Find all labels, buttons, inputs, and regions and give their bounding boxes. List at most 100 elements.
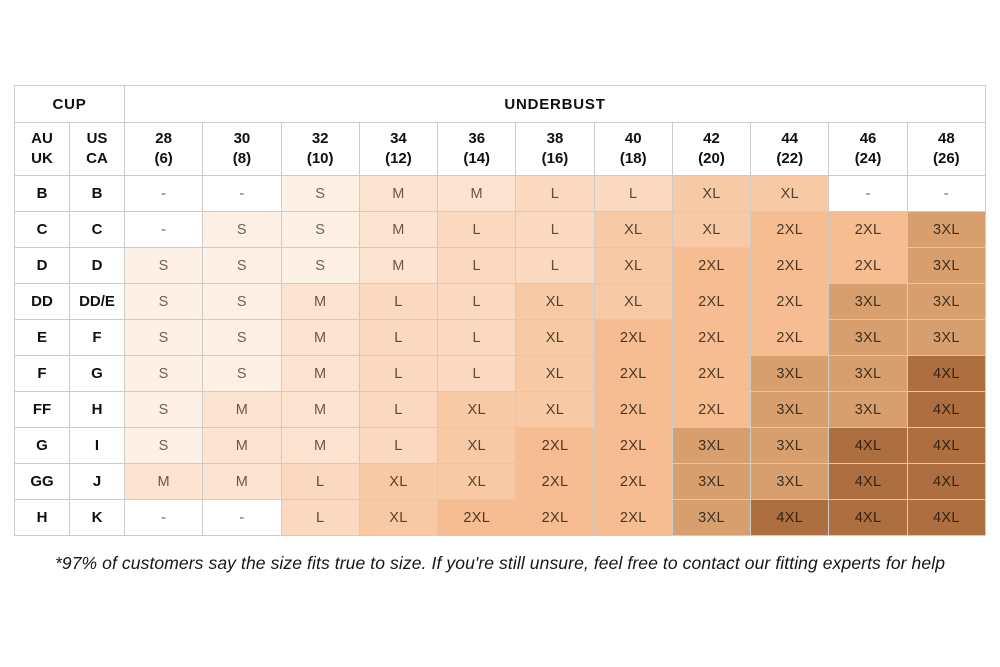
size-cell: S [202, 247, 282, 284]
cup-row-header: C [68, 211, 126, 248]
size-cell: 4XL [828, 463, 908, 500]
size-cell: L [280, 499, 360, 536]
cup-row-header: D [68, 247, 126, 284]
size-row: B B - - S M M L L XL XL - - [14, 175, 987, 212]
cup-row-header: G [14, 427, 70, 464]
size-cell: - [124, 499, 204, 536]
size-cell: XL [593, 211, 673, 248]
size-cell: M [358, 211, 439, 248]
size-row: E F S S M L L XL 2XL 2XL 2XL 3XL 3XL [14, 319, 987, 356]
size-cell: S [124, 427, 204, 464]
cup-row-header: J [68, 463, 126, 500]
size-cell: M [437, 175, 517, 212]
size-cell: 3XL [828, 391, 908, 428]
size-cell: XL [671, 175, 752, 212]
size-cell: - [828, 175, 908, 212]
size-cell: S [202, 355, 282, 392]
size-row: GG J M M L XL XL 2XL 2XL 3XL 3XL 4XL 4XL [14, 463, 987, 500]
underbust-column-header: 44 (22) [750, 122, 830, 176]
size-cell: 3XL [828, 355, 908, 392]
size-cell: S [124, 319, 204, 356]
underbust-column-header: 46 (24) [828, 122, 908, 176]
size-cell: 2XL [671, 319, 752, 356]
size-row: H K - - L XL 2XL 2XL 2XL 3XL 4XL 4XL 4XL [14, 499, 987, 536]
size-cell: L [437, 211, 517, 248]
size-row: F G S S M L L XL 2XL 2XL 3XL 3XL 4XL [14, 355, 987, 392]
size-cell: XL [515, 391, 595, 428]
size-cell: M [280, 319, 360, 356]
size-cell: 2XL [593, 463, 673, 500]
size-cell: L [515, 247, 595, 284]
cup-row-header: DD [14, 283, 70, 320]
size-cell: L [358, 283, 439, 320]
size-cell: 2XL [593, 391, 673, 428]
underbust-column-header: 40 (18) [593, 122, 673, 176]
size-cell: 3XL [750, 463, 830, 500]
underbust-column-header: 30 (8) [202, 122, 282, 176]
size-cell: 2XL [593, 319, 673, 356]
size-row: C C - S S M L L XL XL 2XL 2XL 3XL [14, 211, 987, 248]
underbust-column-header: 28 (6) [124, 122, 204, 176]
cup-row-header: C [14, 211, 70, 248]
cup-row-header: D [14, 247, 70, 284]
size-cell: 2XL [750, 283, 830, 320]
size-cell: L [593, 175, 673, 212]
underbust-column-header: 32 (10) [280, 122, 360, 176]
size-cell: M [358, 247, 439, 284]
size-cell: XL [437, 391, 517, 428]
underbust-column-header: 36 (14) [437, 122, 517, 176]
size-cell: 2XL [671, 355, 752, 392]
cup-system-column-header: US CA [68, 122, 126, 176]
cup-row-header: DD/E [68, 283, 126, 320]
size-cell: 3XL [906, 319, 987, 356]
size-cell: 2XL [750, 247, 830, 284]
size-cell: 4XL [906, 463, 987, 500]
size-cell: 3XL [750, 427, 830, 464]
size-cell: 4XL [906, 391, 987, 428]
cup-row-header: K [68, 499, 126, 536]
size-cell: XL [358, 463, 439, 500]
size-cell: 2XL [750, 211, 830, 248]
size-cell: L [515, 175, 595, 212]
size-cell: 3XL [828, 283, 908, 320]
size-cell: S [280, 175, 360, 212]
size-cell: M [280, 283, 360, 320]
size-cell: 2XL [515, 427, 595, 464]
size-row: FF H S M M L XL XL 2XL 2XL 3XL 3XL 4XL [14, 391, 987, 428]
underbust-column-header: 34 (12) [358, 122, 439, 176]
size-cell: 2XL [515, 463, 595, 500]
size-cell: 3XL [671, 463, 752, 500]
size-cell: - [124, 175, 204, 212]
size-row: D D S S S M L L XL 2XL 2XL 2XL 3XL [14, 247, 987, 284]
size-cell: - [202, 499, 282, 536]
size-cell: 3XL [750, 355, 830, 392]
size-cell: S [202, 211, 282, 248]
fit-footnote: *97% of customers say the size fits true… [54, 553, 946, 573]
cup-row-header: G [68, 355, 126, 392]
size-cell: L [358, 391, 439, 428]
size-cell: L [437, 319, 517, 356]
underbust-group-header: UNDERBUST [124, 85, 986, 123]
size-cell: 3XL [906, 247, 987, 284]
size-cell: L [358, 355, 439, 392]
size-cell: 2XL [593, 355, 673, 392]
size-cell: XL [515, 283, 595, 320]
size-cell: L [515, 211, 595, 248]
size-cell: XL [358, 499, 439, 536]
size-cell: 4XL [906, 355, 987, 392]
size-cell: M [202, 427, 282, 464]
size-cell: 4XL [828, 427, 908, 464]
size-cell: L [280, 463, 360, 500]
size-row: G I S M M L XL 2XL 2XL 3XL 3XL 4XL 4XL [14, 427, 987, 464]
cup-row-header: F [14, 355, 70, 392]
size-cell: M [358, 175, 439, 212]
cup-row-header: I [68, 427, 126, 464]
size-cell: XL [593, 283, 673, 320]
size-cell: 3XL [828, 319, 908, 356]
size-cell: L [437, 247, 517, 284]
size-cell: - [124, 211, 204, 248]
size-cell: S [280, 247, 360, 284]
size-cell: M [280, 427, 360, 464]
size-cell: M [280, 355, 360, 392]
